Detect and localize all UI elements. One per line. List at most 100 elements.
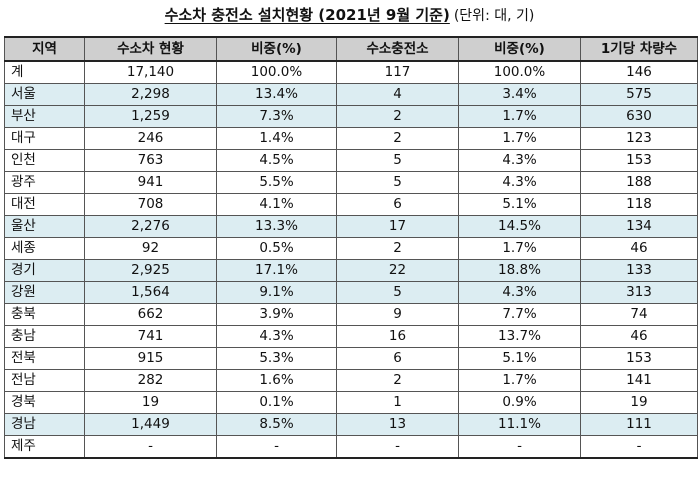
cell-vehicles: 763: [84, 149, 217, 172]
cell-vehicle-share: 4.3%: [216, 325, 337, 348]
cell-region: 경북: [4, 391, 85, 414]
cell-vehicles: 915: [84, 347, 217, 370]
cell-vehicles-per-station: 46: [580, 325, 698, 348]
cell-station-share: 1.7%: [458, 237, 581, 260]
cell-vehicles-per-station: 146: [580, 60, 698, 84]
cell-vehicle-share: -: [216, 435, 337, 459]
cell-region: 충남: [4, 325, 85, 348]
cell-region: 서울: [4, 83, 85, 106]
cell-vehicles-per-station: 188: [580, 171, 698, 194]
cell-vehicle-share: 13.4%: [216, 83, 337, 106]
cell-vehicles: 1,564: [84, 281, 217, 304]
cell-vehicle-share: 17.1%: [216, 259, 337, 282]
cell-vehicle-share: 0.1%: [216, 391, 337, 414]
cell-vehicles: 2,925: [84, 259, 217, 282]
cell-region: 대전: [4, 193, 85, 216]
cell-vehicle-share: 7.3%: [216, 105, 337, 128]
cell-vehicles: 1,259: [84, 105, 217, 128]
cell-stations: 6: [336, 193, 459, 216]
cell-vehicle-share: 4.1%: [216, 193, 337, 216]
table-row: 충북 662 3.9% 9 7.7% 74: [4, 303, 698, 326]
cell-stations: 117: [336, 60, 459, 84]
cell-station-share: 1.7%: [458, 105, 581, 128]
header-vehicles: 수소차 현황: [84, 36, 217, 62]
hydrogen-station-table: 지역 수소차 현황 비중(%) 수소충전소 비중(%) 1기당 차량수 계 17,…: [4, 36, 698, 459]
cell-vehicles: 708: [84, 193, 217, 216]
cell-region: 전북: [4, 347, 85, 370]
cell-station-share: 100.0%: [458, 60, 581, 84]
cell-vehicles: 92: [84, 237, 217, 260]
table-row: 서울 2,298 13.4% 4 3.4% 575: [4, 83, 698, 106]
cell-station-share: 13.7%: [458, 325, 581, 348]
cell-station-share: 11.1%: [458, 413, 581, 436]
cell-station-share: 1.7%: [458, 127, 581, 150]
cell-stations: -: [336, 435, 459, 459]
cell-vehicles: 2,276: [84, 215, 217, 238]
cell-vehicles: 282: [84, 369, 217, 392]
header-row: 지역 수소차 현황 비중(%) 수소충전소 비중(%) 1기당 차량수: [4, 36, 698, 62]
header-region: 지역: [4, 36, 85, 62]
cell-vehicles-per-station: 575: [580, 83, 698, 106]
cell-vehicles-per-station: 630: [580, 105, 698, 128]
cell-region: 세종: [4, 237, 85, 260]
header-station-share: 비중(%): [458, 36, 581, 62]
cell-stations: 5: [336, 171, 459, 194]
cell-vehicles-per-station: 46: [580, 237, 698, 260]
table-row: 전남 282 1.6% 2 1.7% 141: [4, 369, 698, 392]
table-body: 계 17,140 100.0% 117 100.0% 146 서울 2,298 13.4% 4 3.…: [4, 60, 698, 459]
cell-region: 광주: [4, 171, 85, 194]
cell-vehicles-per-station: 134: [580, 215, 698, 238]
cell-stations: 16: [336, 325, 459, 348]
cell-station-share: 4.3%: [458, 171, 581, 194]
cell-vehicles-per-station: 118: [580, 193, 698, 216]
cell-station-share: 1.7%: [458, 369, 581, 392]
cell-region: 충북: [4, 303, 85, 326]
table-row: 경기 2,925 17.1% 22 18.8% 133: [4, 259, 698, 282]
cell-station-share: 5.1%: [458, 347, 581, 370]
cell-stations: 9: [336, 303, 459, 326]
cell-stations: 6: [336, 347, 459, 370]
cell-region: 울산: [4, 215, 85, 238]
cell-stations: 2: [336, 237, 459, 260]
cell-region: 강원: [4, 281, 85, 304]
table-row: 대구 246 1.4% 2 1.7% 123: [4, 127, 698, 150]
table-row: 인천 763 4.5% 5 4.3% 153: [4, 149, 698, 172]
header-stations: 수소충전소: [336, 36, 459, 62]
cell-station-share: 3.4%: [458, 83, 581, 106]
title-unit: (단위: 대, 기): [453, 8, 535, 24]
table-row: 제주 - - - - -: [4, 435, 698, 459]
cell-vehicles: -: [84, 435, 217, 459]
cell-vehicles: 662: [84, 303, 217, 326]
cell-vehicles: 941: [84, 171, 217, 194]
cell-station-share: 4.3%: [458, 281, 581, 304]
cell-station-share: 7.7%: [458, 303, 581, 326]
cell-vehicle-share: 3.9%: [216, 303, 337, 326]
cell-stations: 22: [336, 259, 459, 282]
cell-vehicle-share: 13.3%: [216, 215, 337, 238]
cell-stations: 2: [336, 127, 459, 150]
table-row: 충남 741 4.3% 16 13.7% 46: [4, 325, 698, 348]
header-vehicle-share: 비중(%): [216, 36, 337, 62]
cell-stations: 2: [336, 105, 459, 128]
cell-vehicle-share: 9.1%: [216, 281, 337, 304]
cell-vehicles-per-station: 19: [580, 391, 698, 414]
cell-stations: 1: [336, 391, 459, 414]
cell-vehicle-share: 0.5%: [216, 237, 337, 260]
table-row: 세종 92 0.5% 2 1.7% 46: [4, 237, 698, 260]
cell-vehicle-share: 4.5%: [216, 149, 337, 172]
cell-stations: 4: [336, 83, 459, 106]
document-title: 수소차 충전소 설치현황 (2021년 9월 기준) (단위: 대, 기): [0, 4, 699, 27]
cell-region: 부산: [4, 105, 85, 128]
cell-stations: 5: [336, 149, 459, 172]
cell-station-share: 0.9%: [458, 391, 581, 414]
table-row: 경남 1,449 8.5% 13 11.1% 111: [4, 413, 698, 436]
cell-region: 경기: [4, 259, 85, 282]
table-row: 광주 941 5.5% 5 4.3% 188: [4, 171, 698, 194]
cell-vehicles-per-station: 111: [580, 413, 698, 436]
table-row: 경북 19 0.1% 1 0.9% 19: [4, 391, 698, 414]
cell-vehicles: 1,449: [84, 413, 217, 436]
cell-stations: 17: [336, 215, 459, 238]
cell-stations: 2: [336, 369, 459, 392]
cell-vehicles: 246: [84, 127, 217, 150]
